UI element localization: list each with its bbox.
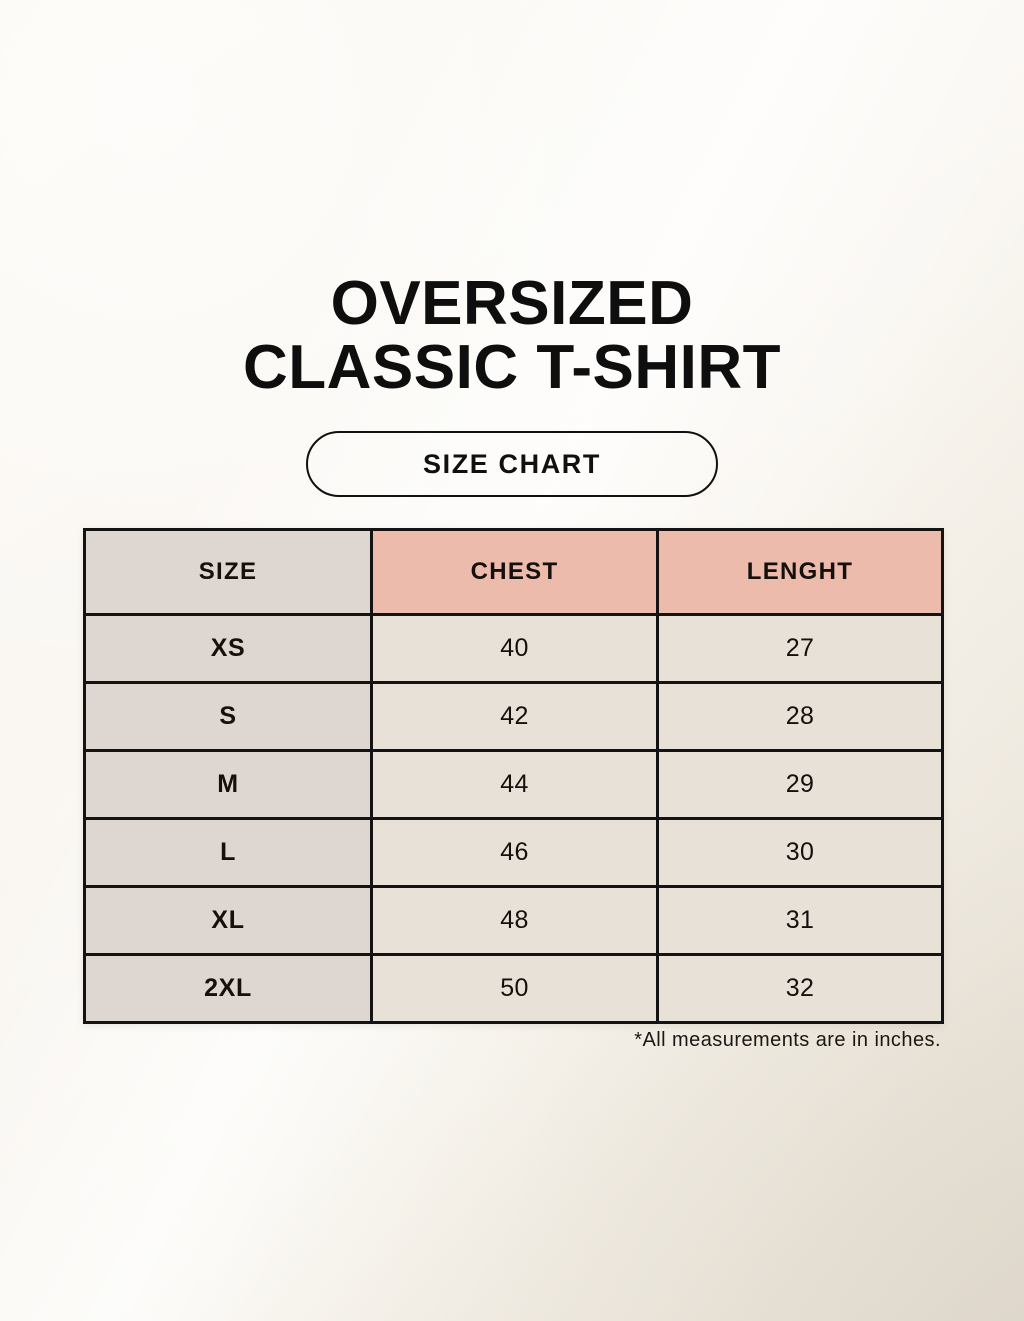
cell-chest: 44 xyxy=(370,749,659,820)
page-title: OVERSIZED CLASSIC T-SHIRT xyxy=(0,269,1024,403)
cell-length: 28 xyxy=(656,681,944,752)
size-chart-badge-container: SIZE CHART xyxy=(0,431,1024,497)
title-line-1: OVERSIZED xyxy=(330,269,694,338)
cell-size: XL xyxy=(83,885,373,956)
size-chart-badge: SIZE CHART xyxy=(306,431,718,497)
column-header-chest: CHEST xyxy=(370,528,659,616)
measurement-units-note: *All measurements are in inches. xyxy=(634,1029,941,1051)
table-row: L 46 30 xyxy=(83,817,944,888)
cell-length: 32 xyxy=(656,953,944,1024)
cell-length: 31 xyxy=(656,885,944,956)
cell-size: M xyxy=(83,749,373,820)
cell-chest: 42 xyxy=(370,681,659,752)
table-row: XS 40 27 xyxy=(83,613,944,684)
size-table: SIZE CHEST LENGHT XS 40 27 S 42 28 xyxy=(83,528,944,1024)
table-header-row: SIZE CHEST LENGHT xyxy=(83,528,944,616)
table-row: XL 48 31 xyxy=(83,885,944,956)
column-header-length: LENGHT xyxy=(656,528,944,616)
size-table-header: SIZE CHEST LENGHT xyxy=(83,528,944,616)
cell-size: L xyxy=(83,817,373,888)
cell-length: 27 xyxy=(656,613,944,684)
cell-size: XS xyxy=(83,613,373,684)
table-row: S 42 28 xyxy=(83,681,944,752)
cell-length: 30 xyxy=(656,817,944,888)
cell-size: 2XL xyxy=(83,953,373,1024)
cell-size: S xyxy=(83,681,373,752)
size-table-body: XS 40 27 S 42 28 M 44 29 L xyxy=(83,613,944,1024)
table-row: 2XL 50 32 xyxy=(83,953,944,1024)
cell-chest: 48 xyxy=(370,885,659,956)
cell-chest: 46 xyxy=(370,817,659,888)
cell-chest: 40 xyxy=(370,613,659,684)
cell-chest: 50 xyxy=(370,953,659,1024)
title-line-2: CLASSIC T-SHIRT xyxy=(243,333,781,403)
cell-length: 29 xyxy=(656,749,944,820)
column-header-size: SIZE xyxy=(83,528,373,616)
size-table-container: SIZE CHEST LENGHT XS 40 27 S 42 28 xyxy=(83,528,944,1024)
table-row: M 44 29 xyxy=(83,749,944,820)
